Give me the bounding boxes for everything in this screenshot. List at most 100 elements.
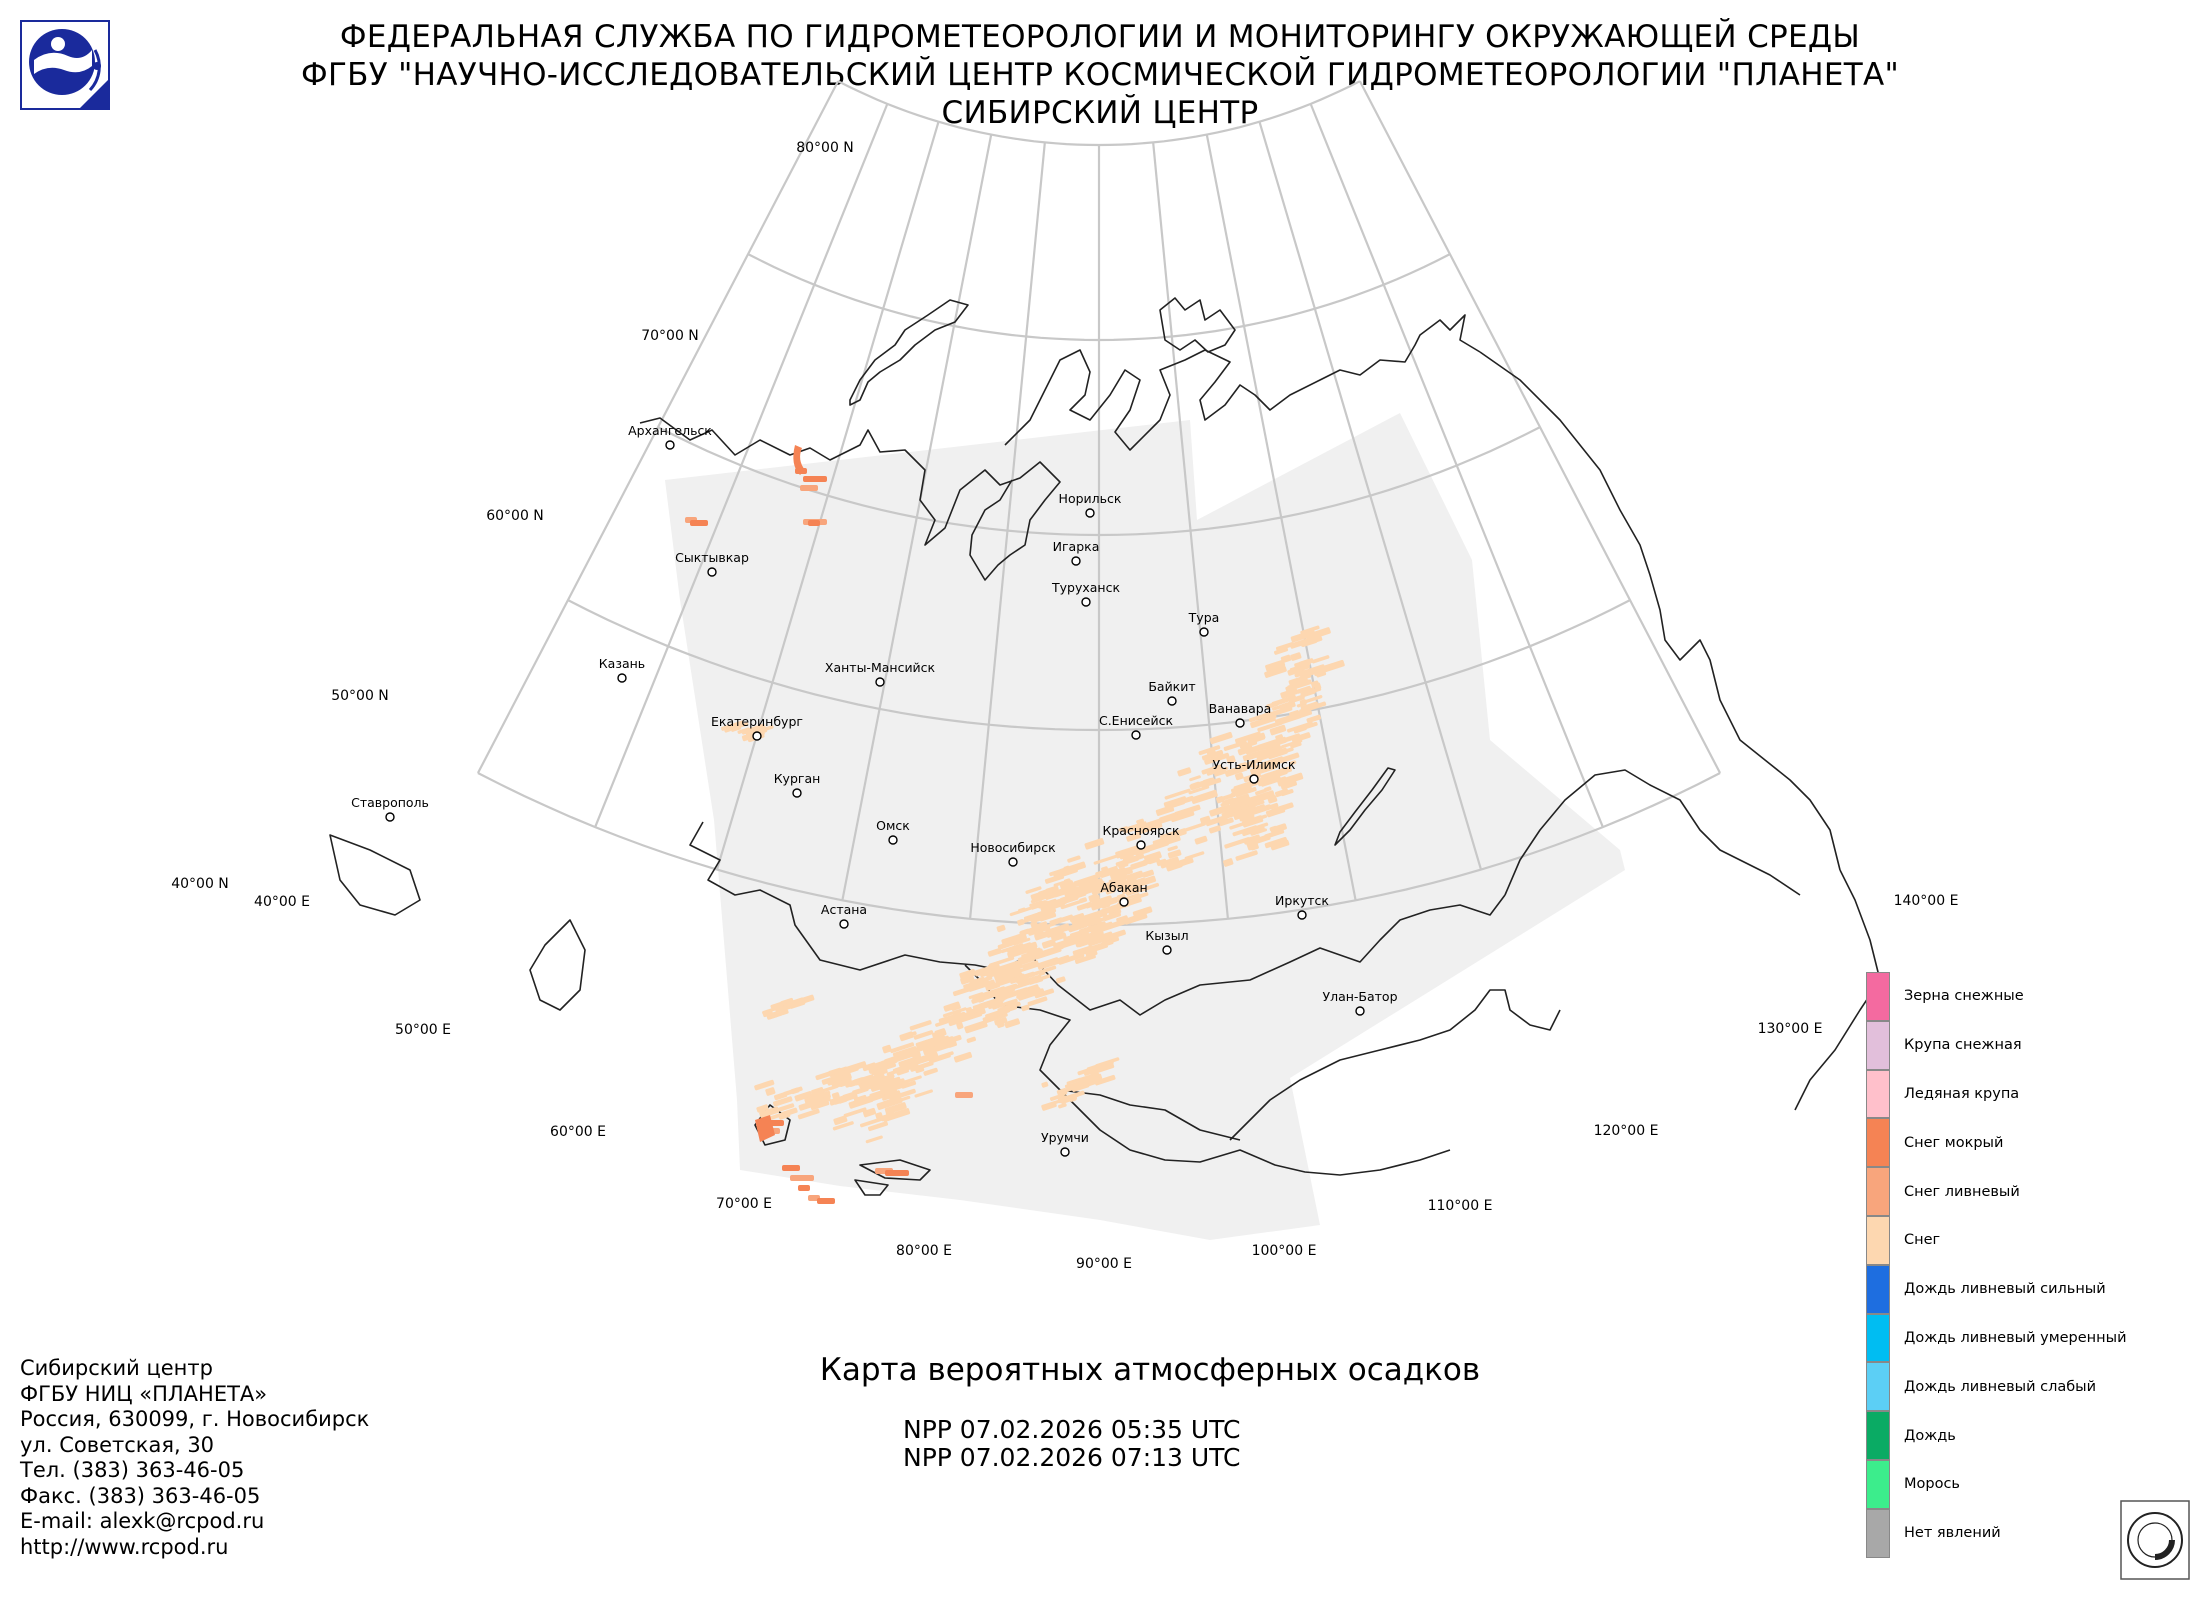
precip-cell (1143, 840, 1169, 853)
precip-cell (988, 956, 1015, 967)
precip-cell (1294, 667, 1317, 678)
city-dot (385, 812, 395, 822)
precip-cell (1021, 917, 1033, 924)
precip-cell (1041, 939, 1057, 949)
city-marker: Казань (599, 656, 645, 683)
city-marker: Байкит (1148, 679, 1196, 706)
contact-address-city: Россия, 630099, г. Новосибирск (20, 1407, 370, 1431)
legend-label: Дождь ливневый слабый (1904, 1378, 2097, 1395)
precip-cell (1085, 916, 1102, 927)
precip-cell (1066, 1077, 1082, 1085)
precip-cell (915, 1067, 925, 1074)
precip-cell (1247, 790, 1275, 805)
precip-cell (1081, 880, 1105, 891)
city-dot (875, 677, 885, 687)
precip-cell (884, 1056, 898, 1066)
precip-cell (1159, 831, 1176, 842)
meridian-60 (715, 121, 940, 870)
city-dot (1167, 696, 1177, 706)
precip-cell (755, 1115, 775, 1142)
city-marker: Архангельск (628, 423, 712, 450)
precip-cell (980, 975, 993, 983)
city-marker: Ханты-Мансийск (825, 660, 936, 687)
precip-cell (1252, 761, 1271, 772)
precip-cell (843, 1107, 867, 1118)
precip-cell (1036, 910, 1045, 918)
city-marker: Ставрополь (351, 795, 429, 822)
precip-cell (1224, 805, 1239, 814)
precip-cell (1209, 731, 1233, 745)
precip-cell (1095, 1057, 1120, 1068)
precip-cell (1288, 675, 1308, 687)
precip-cell (797, 1108, 820, 1120)
precip-cell (1270, 823, 1287, 834)
precip-cell (1050, 955, 1070, 966)
precip-cell (773, 1091, 788, 1101)
legend-item: Зерна снежные (1866, 972, 2186, 1021)
city-marker: Норильск (1059, 491, 1122, 518)
city-dot (792, 788, 802, 798)
city-dot (617, 673, 627, 683)
lon-label: 100°00 E (1252, 1243, 1317, 1259)
precip-cell (955, 1010, 974, 1020)
city-marker: Игарка (1053, 539, 1099, 566)
precip-cell (1102, 911, 1122, 922)
precip-cell (997, 940, 1016, 950)
precip-cell (1266, 701, 1279, 709)
precip-cell (731, 726, 742, 732)
precip-cell (1071, 1082, 1090, 1092)
precip-cell (1022, 960, 1039, 970)
precip-cell (1239, 797, 1255, 808)
precip-cell (1311, 655, 1330, 664)
precip-cell (1142, 869, 1155, 878)
precip-cell (1209, 804, 1232, 817)
city-label: Новосибирск (970, 840, 1056, 855)
city-label: Абакан (1100, 880, 1147, 895)
lon-label: 80°00 E (896, 1243, 952, 1259)
precip-cell (1017, 955, 1028, 963)
precip-cell (1159, 856, 1180, 869)
city-dot (665, 440, 675, 450)
novaya-zemlya (849, 299, 969, 406)
precip-cell (1134, 892, 1149, 900)
precip-cell (993, 986, 1016, 997)
precip-cell (1243, 834, 1261, 845)
precip-cell (1124, 853, 1134, 859)
precip-cell (1278, 733, 1301, 744)
legend-item: Снег ливневый (1866, 1167, 2186, 1216)
precip-cell (1085, 901, 1098, 909)
city-label: Урумчи (1041, 1130, 1089, 1145)
legend-label: Снег мокрый (1904, 1134, 2004, 1151)
precip-cell (833, 1115, 848, 1126)
precip-cell (772, 1096, 793, 1107)
precip-cell (1155, 805, 1175, 816)
precip-cell (1286, 721, 1314, 733)
precip-cell (994, 1017, 1008, 1026)
precip-cell (867, 1121, 889, 1132)
legend-item: Нет явлений (1866, 1508, 2186, 1558)
precip-cell (1201, 764, 1223, 775)
precip-cell (817, 1198, 835, 1204)
precip-cell (1267, 795, 1278, 804)
city-label: Байкит (1148, 679, 1195, 694)
meridian-140 (1358, 80, 1722, 774)
city-dot (1060, 1147, 1070, 1157)
precip-cell (1108, 874, 1128, 885)
city-dot (1085, 508, 1095, 518)
precip-cell (955, 1092, 973, 1098)
legend-item: Морось (1866, 1459, 2186, 1509)
precip-cell (914, 1089, 933, 1098)
precip-cell (1066, 1080, 1085, 1091)
precip-cell (1073, 874, 1099, 887)
precip-cell (813, 1084, 839, 1096)
planeta-logo (20, 20, 110, 110)
precip-cell (1105, 887, 1116, 895)
precip-cell (987, 947, 1002, 957)
precip-cell (1057, 952, 1085, 965)
city-marker: Иркутск (1275, 893, 1329, 920)
legend-label: Дождь ливневый сильный (1904, 1281, 2106, 1298)
city-label: Екатеринбург (711, 714, 803, 729)
city-marker: Новосибирск (970, 840, 1056, 867)
precip-cell (1017, 987, 1042, 1001)
precip-cell (952, 1009, 962, 1018)
